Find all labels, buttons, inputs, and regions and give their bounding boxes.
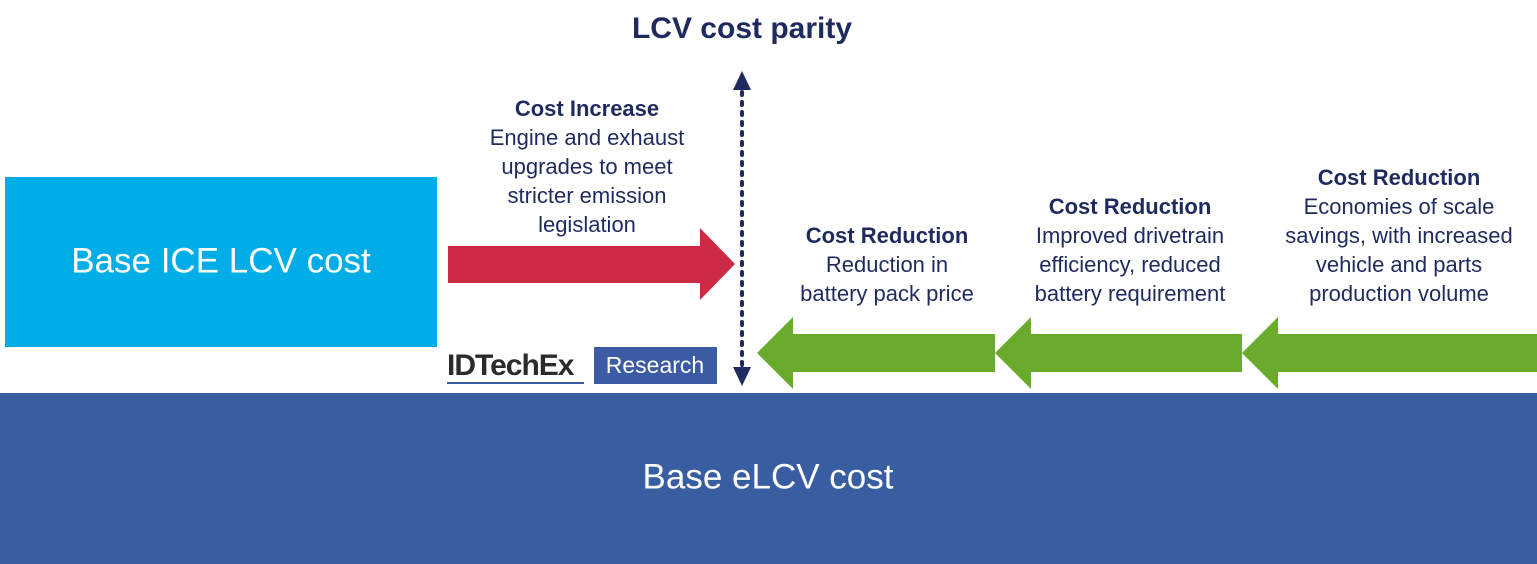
block-heading: Cost Reduction [1049, 194, 1212, 219]
ice-box [5, 177, 437, 347]
block-heading: Cost Reduction [1318, 165, 1481, 190]
block-line: vehicle and parts [1316, 252, 1482, 277]
reduction-arrow [757, 317, 995, 389]
block-heading: Cost Increase [515, 96, 659, 121]
block-line: Economies of scale [1304, 194, 1495, 219]
block-line: stricter emission [508, 183, 667, 208]
title: LCV cost parity [632, 12, 852, 45]
block-line: Improved drivetrain [1036, 223, 1224, 248]
elcv-box [0, 393, 1537, 564]
ice-label: Base ICE LCV cost [71, 241, 371, 280]
reduction-arrow [1242, 317, 1537, 389]
block-line: efficiency, reduced [1039, 252, 1220, 277]
logo-tag: Research [606, 352, 704, 378]
block-line: battery requirement [1035, 281, 1226, 306]
arrow-head-down [733, 367, 751, 386]
block-line: Engine and exhaust [490, 125, 685, 150]
block-line: savings, with increased [1285, 223, 1512, 248]
block-line: battery pack price [800, 281, 974, 306]
logo-box [594, 347, 717, 384]
block-line: Reduction in [826, 252, 948, 277]
block-line: upgrades to meet [501, 154, 672, 179]
reduction-arrow [995, 317, 1242, 389]
logo-brand: IDTechEx [447, 349, 575, 382]
elcv-label: Base eLCV cost [643, 457, 894, 496]
arrow-head-up [733, 71, 751, 90]
block-line: production volume [1309, 281, 1489, 306]
block-line: legislation [538, 212, 636, 237]
increase-arrow [448, 228, 735, 300]
block-heading: Cost Reduction [806, 223, 969, 248]
